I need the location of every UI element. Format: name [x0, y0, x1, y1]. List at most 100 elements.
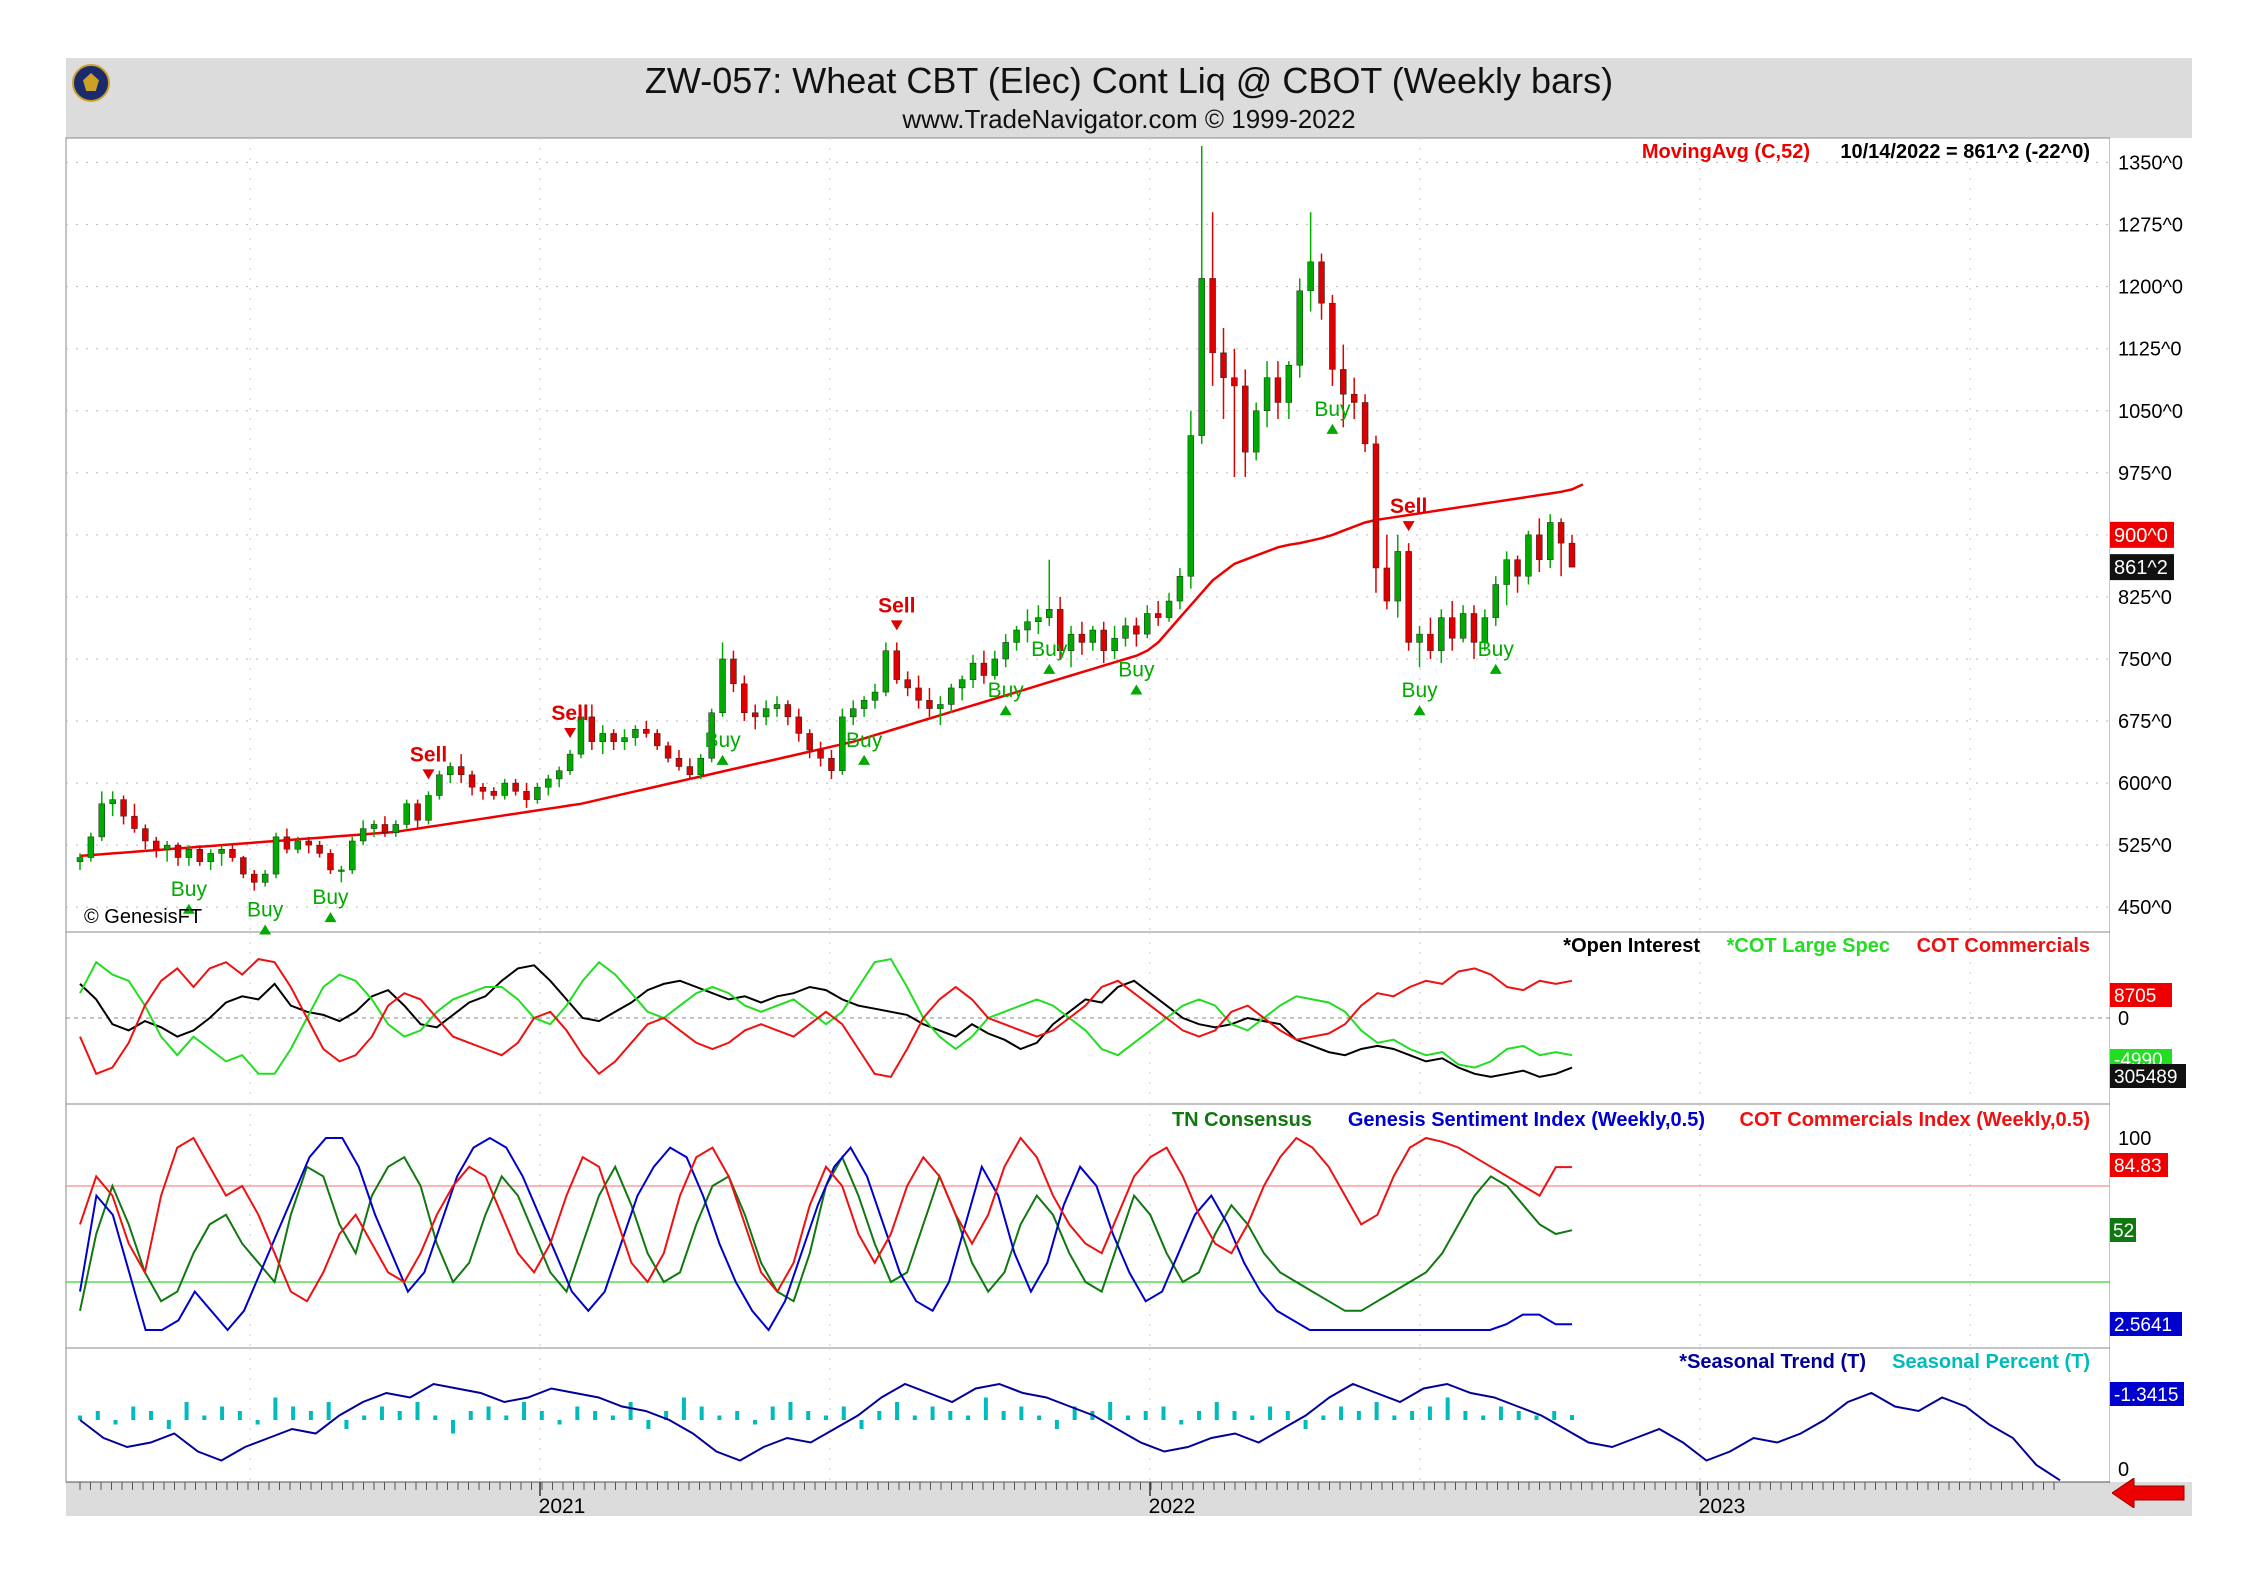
candle-body	[349, 840, 356, 871]
candle-body	[251, 873, 258, 883]
buy-signal-label: Buy	[1031, 638, 1068, 661]
candle-body	[196, 849, 204, 862]
sentiment-tag-blue-bg	[2110, 1312, 2182, 1336]
seasonal-percent-bar	[220, 1406, 225, 1420]
candle-body	[1187, 435, 1195, 577]
candle-body	[447, 766, 454, 776]
buy-signal-marker	[1413, 705, 1426, 716]
seasonal-percent-bar	[308, 1411, 313, 1420]
x-axis-year-label: 2023	[1699, 1495, 1746, 1518]
seasonal-percent-bar	[433, 1415, 438, 1420]
seasonal-percent-bar	[1516, 1411, 1521, 1420]
seasonal-percent-bar	[1410, 1411, 1415, 1420]
buy-signal-marker	[1043, 663, 1056, 674]
seasonal-percent-bar	[1552, 1411, 1557, 1420]
sentiment-series-line	[79, 1136, 1572, 1332]
seasonal-percent-bar	[699, 1406, 704, 1420]
sell-signal-marker	[422, 769, 435, 780]
candle-body	[1165, 600, 1173, 618]
seasonal-tag-blue-bg	[2110, 1382, 2184, 1406]
seasonal-percent-bar	[1481, 1415, 1486, 1420]
candle-body	[719, 658, 726, 713]
candle-body	[1492, 584, 1499, 618]
candle-body	[545, 778, 552, 788]
candle-body	[1340, 369, 1347, 395]
seasonal-percent-bar	[1072, 1406, 1077, 1420]
candle-body	[773, 704, 781, 709]
buy-signal-label: Buy	[846, 729, 883, 752]
price-y-tick: 975^0	[2118, 463, 2172, 485]
candle-body	[926, 700, 933, 709]
scroll-left-arrow-icon[interactable]	[2112, 1478, 2188, 1508]
candle-body	[327, 853, 334, 871]
seasonal-legend-item: Seasonal Percent (T)	[1892, 1351, 2090, 1373]
candle-body	[915, 687, 922, 701]
seasonal-percent-bar	[415, 1402, 420, 1420]
seasonal-percent-bar	[859, 1420, 864, 1429]
candle-body	[1350, 393, 1358, 403]
buy-signal-marker	[1326, 423, 1339, 434]
candle-body	[958, 679, 966, 689]
sell-signal-label: Sell	[410, 743, 447, 766]
buy-signal-label: Buy	[171, 878, 208, 901]
candle-body	[370, 824, 378, 829]
candle-body	[577, 716, 585, 755]
price-y-tick: 1275^0	[2118, 215, 2183, 237]
candle-body	[588, 716, 596, 742]
cot-tag-red: 8705	[2114, 986, 2156, 1007]
price-y-tick: 1200^0	[2118, 277, 2183, 299]
candle-body	[653, 733, 661, 747]
candle-body	[1503, 559, 1510, 585]
seasonal-percent-bar	[877, 1411, 882, 1420]
seasonal-percent-bar	[78, 1415, 82, 1420]
seasonal-percent-bar	[468, 1411, 473, 1420]
candle-body	[1209, 278, 1216, 354]
x-axis-year-label: 2022	[1149, 1495, 1196, 1518]
candle-body	[817, 749, 824, 759]
candle-body	[566, 753, 574, 771]
seasonal-percent-bar	[237, 1411, 242, 1420]
candle-body	[1024, 621, 1031, 631]
seasonal-percent-bar	[717, 1415, 722, 1420]
sentiment-tag-red-bg	[2110, 1153, 2168, 1177]
candle-body	[142, 828, 149, 842]
x-axis-year-label: 2021	[539, 1495, 586, 1518]
candle-body	[1438, 617, 1445, 651]
price-y-tick: 750^0	[2118, 649, 2172, 671]
candle-body	[185, 849, 193, 858]
price-tag-close-bg	[2110, 554, 2174, 581]
candle-body	[1448, 617, 1456, 639]
buy-signal-marker	[858, 754, 871, 765]
seasonal-percent-bar	[930, 1406, 935, 1420]
seasonal-percent-bar	[788, 1402, 793, 1420]
candle-body	[1568, 542, 1576, 568]
seasonal-percent-bar	[841, 1406, 846, 1420]
sell-signal-marker	[564, 727, 577, 738]
candle-body	[1307, 261, 1314, 292]
candle-body	[1263, 377, 1271, 412]
seasonal-zero-label: 0	[2118, 1459, 2129, 1481]
cot-tag-black: 305489	[2114, 1067, 2177, 1088]
seasonal-percent-bar	[575, 1406, 580, 1420]
sentiment-legend-item: COT Commercials Index (Weekly,0.5)	[1740, 1109, 2091, 1131]
candle-body	[1470, 613, 1478, 643]
seasonal-percent-bar	[824, 1415, 828, 1420]
cot-tag-black-bg	[2110, 1064, 2186, 1088]
seasonal-percent-bar	[1179, 1420, 1184, 1425]
price-y-tick: 1125^0	[2118, 339, 2182, 361]
seasonal-percent-bar	[184, 1402, 189, 1420]
candle-body	[98, 803, 106, 838]
cot-zero-label: 0	[2118, 1008, 2129, 1030]
candle-body	[686, 766, 694, 776]
buy-signal-marker	[1489, 663, 1502, 674]
candle-body	[87, 836, 95, 858]
seasonal-percent-bar	[895, 1402, 900, 1420]
chart-subtitle: www.TradeNavigator.com © 1999-2022	[902, 104, 1356, 134]
price-y-tick: 1050^0	[2118, 401, 2183, 423]
candle-body	[1285, 365, 1293, 403]
seasonal-percent-bar	[1463, 1411, 1468, 1420]
cot-legend-item: COT Commercials	[1917, 935, 2090, 957]
buy-signal-label: Buy	[1314, 398, 1351, 421]
candle-body	[1231, 377, 1238, 387]
